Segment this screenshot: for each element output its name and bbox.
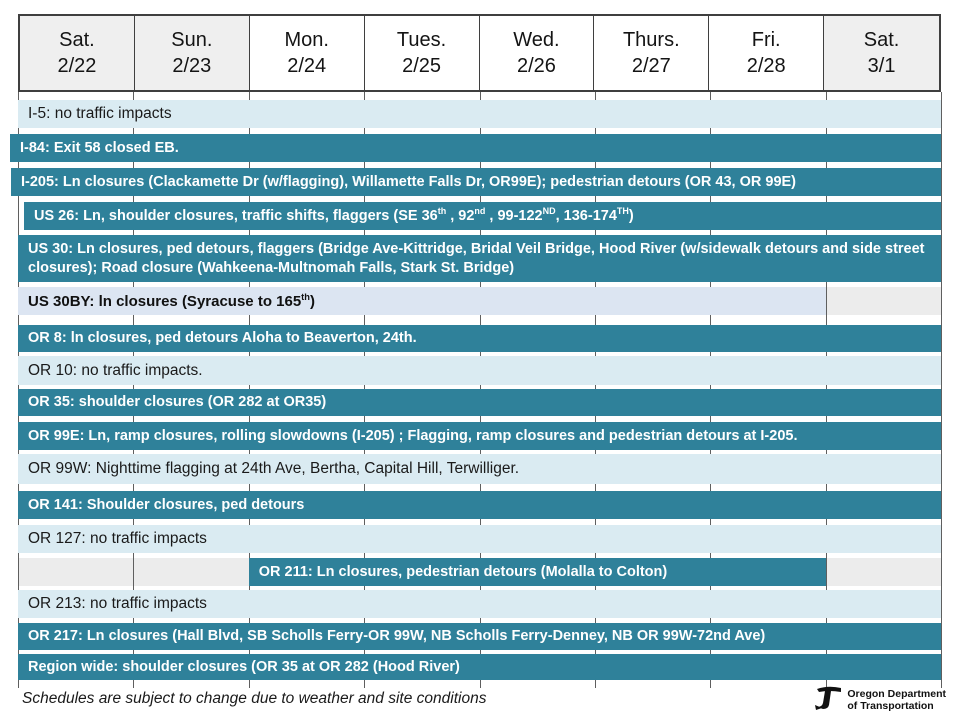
schedule-bar-label: OR 141: Shoulder closures, ped detours <box>28 496 305 513</box>
header-date-label: 2/22 <box>57 55 97 77</box>
odot-logo-line1: Oregon Department <box>847 687 946 700</box>
header-date-label: 2/27 <box>631 55 671 77</box>
schedule-bar-or-99w: OR 99W: Nighttime flagging at 24th Ave, … <box>18 454 941 484</box>
header-date-label: 2/26 <box>516 55 556 77</box>
schedule-bar-label: US 30: Ln closures, ped detours, flagger… <box>28 240 925 276</box>
schedule-bar-label: I-205: Ln closures (Clackamette Dr (w/fl… <box>21 173 797 190</box>
schedule-bar-label: OR 35: shoulder closures (OR 282 at OR35… <box>28 394 327 410</box>
schedule-bar-or-10: OR 10: no traffic impacts. <box>18 356 941 385</box>
row-bg-cell <box>18 558 134 586</box>
header-date-label: 2/25 <box>402 55 442 77</box>
schedule-bar-us-30: US 30: Ln closures, ped detours, flagger… <box>18 235 941 282</box>
header-date-label: 3/1 <box>867 55 896 77</box>
header-day-label: Thurs. <box>622 29 680 51</box>
day-header-row: Sat. 2/22 Sun. 2/23 Mon. 2/24 Tues. 2/25 Wed. 2/2… <box>18 14 941 92</box>
schedule-bar-or-127: OR 127: no traffic impacts <box>18 525 941 553</box>
header-day-label: Sat. <box>863 29 900 51</box>
schedule-bar-label: OR 217: Ln closures (Hall Blvd, SB Schol… <box>28 628 766 644</box>
header-day-label: Fri. <box>751 29 781 51</box>
header-cell-wed-2-26: Wed. 2/26 <box>479 16 595 90</box>
header-day-label: Mon. <box>284 29 329 51</box>
footer-note: Schedules are subject to change due to w… <box>22 690 487 707</box>
schedule-bar-or-99e: OR 99E: Ln, ramp closures, rolling slowd… <box>18 422 941 450</box>
schedule-bar-label: US 30BY: ln closures (Syracuse to 165th) <box>28 291 315 310</box>
schedule-bar-label: Region wide: shoulder closures (OR 35 at… <box>28 658 460 675</box>
header-cell-sat-3-1: Sat. 3/1 <box>824 16 939 90</box>
header-day-label: Tues. <box>396 29 447 51</box>
schedule-bar-or-211: OR 211: Ln closures, pedestrian detours … <box>248 558 826 586</box>
row-bg-cell <box>133 558 249 586</box>
schedule-bar-label: OR 213: no traffic impacts <box>28 595 207 612</box>
schedule-bar-label: OR 8: ln closures, ped detours Aloha to … <box>28 330 417 346</box>
schedule-bar-label: I-84: Exit 58 closed EB. <box>20 139 179 156</box>
schedule-bar-us-26: US 26: Ln, shoulder closures, traffic sh… <box>24 202 941 230</box>
schedule-bar-or-35: OR 35: shoulder closures (OR 282 at OR35… <box>18 389 941 416</box>
schedule-bar-label: OR 211: Ln closures, pedestrian detours … <box>258 563 668 580</box>
header-cell-fri-2-28: Fri. 2/28 <box>709 16 825 90</box>
schedule-bar-or-8: OR 8: ln closures, ped detours Aloha to … <box>18 325 941 352</box>
header-cell-thurs-2-27: Thurs. 2/27 <box>594 16 710 90</box>
schedule-bar-or-217: OR 217: Ln closures (Hall Blvd, SB Schol… <box>18 623 941 650</box>
row-bg-cell <box>825 558 941 586</box>
header-date-label: 2/28 <box>746 55 786 77</box>
odot-logo-line2: of Transportation <box>847 699 934 712</box>
odot-logo-text: Oregon Department of Transportation <box>847 688 946 712</box>
row-bg-cell <box>825 287 941 315</box>
odot-tree-icon <box>813 683 843 716</box>
header-day-label: Sun. <box>171 29 213 51</box>
schedule-bar-label: OR 99W: Nighttime flagging at 24th Ave, … <box>28 460 520 477</box>
schedule-bar-or-141: OR 141: Shoulder closures, ped detours <box>18 491 941 519</box>
schedule-bar-label: OR 10: no traffic impacts. <box>28 361 203 379</box>
header-cell-sat-2-22: Sat. 2/22 <box>20 16 135 90</box>
schedule-bar-i-84: I-84: Exit 58 closed EB. <box>10 134 941 162</box>
schedule-bar-us-30by: US 30BY: ln closures (Syracuse to 165th) <box>18 287 826 315</box>
header-date-label: 2/24 <box>287 55 327 77</box>
header-day-label: Sat. <box>59 29 95 51</box>
schedule-bar-i-205: I-205: Ln closures (Clackamette Dr (w/fl… <box>11 168 941 196</box>
schedule-bar-label: US 26: Ln, shoulder closures, traffic sh… <box>34 205 634 224</box>
schedule-bar-label: OR 99E: Ln, ramp closures, rolling slowd… <box>28 427 798 444</box>
grid-line <box>941 92 942 688</box>
schedule-bar-label: I-5: no traffic impacts <box>28 105 172 122</box>
schedule-bar-or-213: OR 213: no traffic impacts <box>18 590 941 618</box>
schedule-bar-i-5: I-5: no traffic impacts <box>18 100 941 128</box>
header-cell-sun-2-23: Sun. 2/23 <box>134 16 250 90</box>
schedule-bar-region-wide: Region wide: shoulder closures (OR 35 at… <box>18 654 941 680</box>
header-day-label: Wed. <box>513 29 560 51</box>
odot-logo: Oregon Department of Transportation <box>813 683 946 716</box>
schedule-bar-label: OR 127: no traffic impacts <box>28 530 207 547</box>
header-cell-mon-2-24: Mon. 2/24 <box>249 16 365 90</box>
header-date-label: 2/23 <box>172 55 212 77</box>
header-cell-tues-2-25: Tues. 2/25 <box>364 16 480 90</box>
